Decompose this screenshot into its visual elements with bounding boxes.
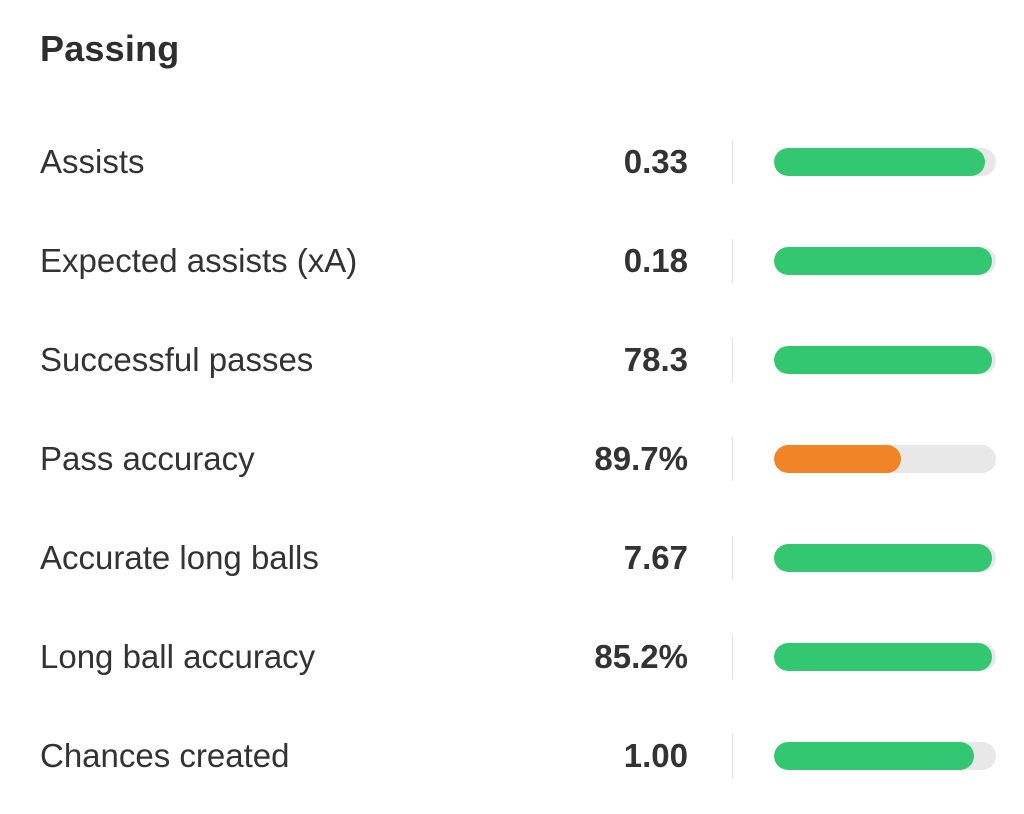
stat-value: 89.7%: [594, 439, 688, 477]
stat-value: 78.3: [623, 340, 688, 378]
stat-row-assists: Assists 0.33: [0, 112, 1024, 211]
stat-row-long-ball-accuracy: Long ball accuracy 85.2%: [0, 607, 1024, 706]
percentile-bar-fill: [774, 642, 992, 671]
stat-row-pass-accuracy: Pass accuracy 89.7%: [0, 409, 1024, 508]
divider: [732, 733, 733, 778]
percentile-bar-fill: [774, 444, 901, 473]
stat-value: 7.67: [623, 538, 688, 576]
percentile-bar: [774, 246, 996, 275]
stat-row-expected-assists: Expected assists (xA) 0.18: [0, 211, 1024, 310]
stat-label: Accurate long balls: [40, 538, 319, 576]
percentile-bar: [774, 642, 996, 671]
stats-list: Assists 0.33 Expected assists (xA) 0.18 …: [0, 112, 1024, 805]
divider: [732, 238, 733, 283]
percentile-bar: [774, 543, 996, 572]
percentile-bar: [774, 147, 996, 176]
stat-row-accurate-long-balls: Accurate long balls 7.67: [0, 508, 1024, 607]
stat-value: 1.00: [623, 736, 688, 774]
stat-label: Pass accuracy: [40, 439, 255, 477]
percentile-bar-fill: [774, 246, 992, 275]
stat-label: Successful passes: [40, 340, 314, 378]
percentile-bar: [774, 444, 996, 473]
divider: [732, 139, 733, 184]
section-title: Passing: [40, 28, 180, 69]
divider: [732, 337, 733, 382]
percentile-bar-fill: [774, 345, 992, 374]
stat-label: Long ball accuracy: [40, 637, 316, 675]
divider: [732, 436, 733, 481]
stat-value: 0.18: [623, 241, 688, 279]
stat-value: 85.2%: [594, 637, 688, 675]
divider: [732, 535, 733, 580]
percentile-bar-fill: [774, 543, 992, 572]
stat-row-chances-created: Chances created 1.00: [0, 706, 1024, 805]
percentile-bar: [774, 741, 996, 770]
stat-label: Assists: [40, 142, 145, 180]
stat-row-successful-passes: Successful passes 78.3: [0, 310, 1024, 409]
stat-value: 0.33: [623, 142, 688, 180]
percentile-bar: [774, 345, 996, 374]
stat-label: Expected assists (xA): [40, 241, 358, 279]
percentile-bar-fill: [774, 147, 985, 176]
stat-label: Chances created: [40, 736, 290, 774]
percentile-bar-fill: [774, 741, 974, 770]
divider: [732, 634, 733, 679]
